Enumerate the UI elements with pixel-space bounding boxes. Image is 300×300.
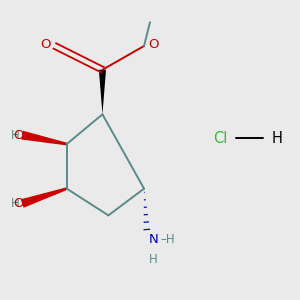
Text: O: O [13, 129, 24, 142]
Text: –H: –H [160, 233, 175, 246]
Text: O: O [40, 38, 50, 51]
Text: O: O [13, 197, 24, 210]
Polygon shape [21, 188, 67, 208]
Text: Cl: Cl [213, 130, 227, 146]
Text: O: O [148, 38, 159, 51]
Polygon shape [21, 131, 67, 146]
Text: H: H [272, 130, 283, 146]
Text: H: H [11, 129, 19, 142]
Text: N: N [148, 233, 158, 246]
Polygon shape [99, 70, 106, 114]
Text: H: H [149, 253, 158, 266]
Text: H: H [11, 197, 19, 210]
